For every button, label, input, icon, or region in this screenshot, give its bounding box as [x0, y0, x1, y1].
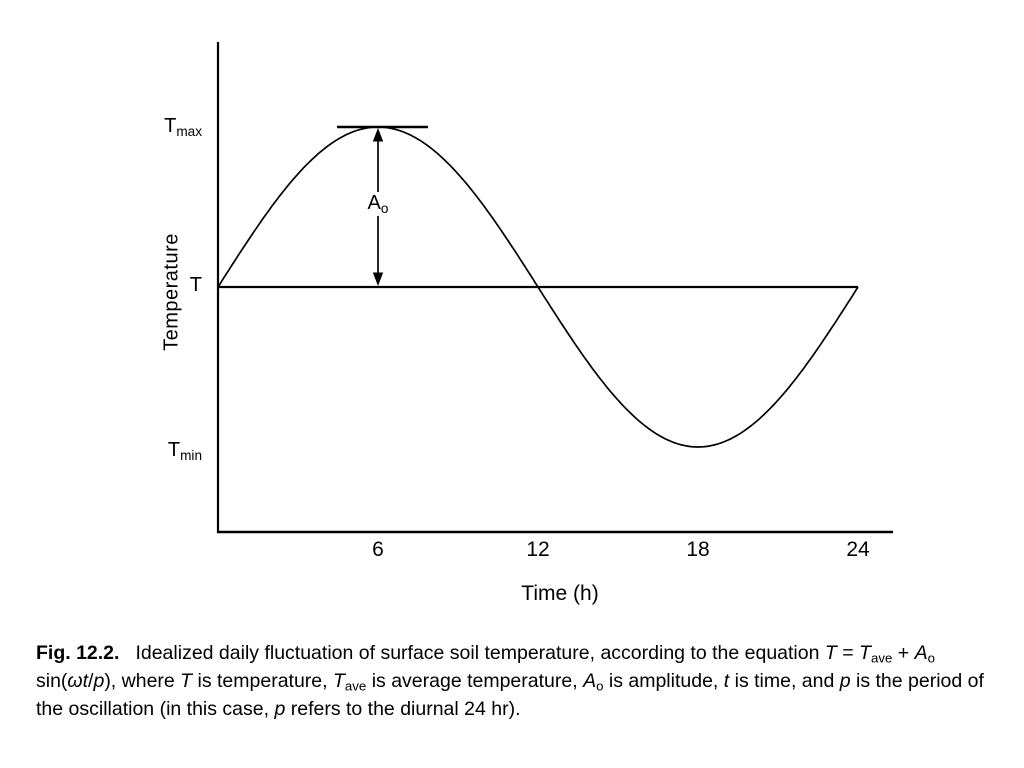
figure-caption-label: Fig. 12.2.: [36, 641, 120, 664]
x-tick-18: 18: [686, 538, 710, 561]
sine-curve: [217, 126, 859, 448]
amplitude-arrowhead-up-icon: [372, 128, 384, 142]
chart-canvas: [216, 42, 893, 534]
figure-caption: Fig. 12.2. Idealized daily fluctuation of…: [36, 640, 994, 724]
x-tick-6: 6: [372, 538, 384, 561]
amplitude-label: Ao: [358, 192, 398, 216]
y-tick-tmax: Tmax: [164, 115, 202, 139]
x-tick-24: 24: [846, 538, 870, 561]
x-axis-title: Time (h): [521, 582, 599, 605]
x-tick-12: 12: [526, 538, 550, 561]
figure-caption-text: Idealized daily fluctuation of surface s…: [36, 641, 984, 721]
y-tick-tave: T: [189, 274, 202, 296]
amplitude-arrowhead-down-icon: [372, 272, 384, 286]
y-tick-tmin: Tmin: [167, 439, 202, 463]
